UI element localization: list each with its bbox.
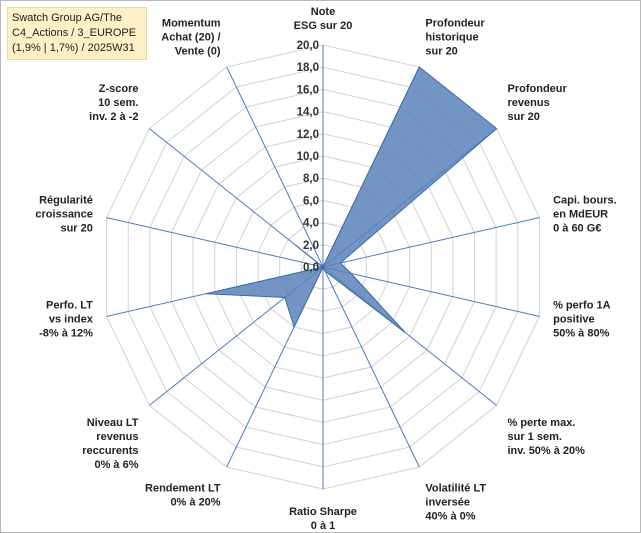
axis-label-line: sur 20 — [425, 45, 457, 57]
series-area — [205, 66, 498, 334]
tick-label: 10,0 — [297, 151, 319, 163]
axis-label: Volatilité LT inversée 40% à 0% — [425, 483, 486, 523]
axis-label-line: 0% à 20% — [170, 497, 220, 509]
axis-label-line: Z-score — [99, 83, 139, 95]
tick-label: 16,0 — [297, 84, 319, 96]
axis-label-line: Achat (20) / — [161, 31, 220, 43]
axis-spoke — [149, 128, 324, 268]
axis-label-line: Rendement LT — [145, 483, 221, 495]
title-line-2: C4_Actions / 3_EUROPE — [12, 27, 137, 39]
axis-label-line: croissance — [35, 209, 92, 221]
axis-label-line: Niveau LT — [87, 417, 139, 429]
axis-label-line: Volatilité LT — [425, 483, 486, 495]
axis-label-line: Vente (0) — [175, 45, 221, 57]
radar-ticks: 0,0 2,0 4,0 6,0 8,0 10,0 12,0 14,0 16,0 18,0 20,0 — [297, 40, 319, 274]
title-line-3: (1,9% | 1,7%) / 2025W31 — [12, 42, 135, 54]
axis-label-line: -8% à 12% — [39, 328, 93, 340]
axis-label-line: 0% à 6% — [94, 459, 138, 471]
tick-label: 4,0 — [303, 218, 319, 230]
axis-label-line: Régularité — [39, 195, 93, 207]
tick-label: 2,0 — [303, 240, 319, 252]
axis-label-line: reccurents — [82, 445, 138, 457]
axis-label-line: Perfo. LT — [46, 300, 93, 312]
axis-spoke — [322, 217, 540, 268]
axis-label-line: sur 20 — [508, 111, 540, 123]
chart-title-box: Swatch Group AG/The C4_Actions / 3_EUROP… — [7, 7, 147, 60]
axis-label-line: sur 20 — [60, 223, 92, 235]
axis-label: Capi. bours. en MdEUR 0 à 60 G€ — [553, 195, 617, 235]
axis-label: Régularité croissance sur 20 — [35, 195, 92, 235]
axis-label-line: revenus — [96, 431, 138, 443]
radar-axis-labels: Note ESG sur 20 Profondeur historique sur 20… — [35, 6, 616, 532]
axis-label-line: 10 sem. — [98, 97, 138, 109]
axis-label: Z-score 10 sem. inv. 2 à -2 — [89, 83, 138, 123]
axis-label-line: 50% à 80% — [553, 328, 609, 340]
axis-label: Profondeur revenus sur 20 — [508, 83, 568, 123]
axis-label: % perte max. sur 1 sem. inv. 50% à 20% — [508, 417, 586, 457]
tick-label: 12,0 — [297, 129, 319, 141]
axis-label-line: inversée — [425, 497, 470, 509]
axis-label-line: % perfo 1A — [553, 300, 611, 312]
axis-label-line: ESG sur 20 — [294, 20, 353, 32]
tick-label: 18,0 — [297, 62, 319, 74]
title-line-1: Swatch Group AG/The — [12, 12, 123, 24]
axis-label-line: inv. 50% à 20% — [508, 445, 586, 457]
axis-spoke — [106, 217, 324, 268]
tick-label: 0,0 — [303, 262, 319, 274]
axis-label-line: Note — [311, 6, 335, 18]
axis-label: Profondeur historique sur 20 — [425, 17, 485, 57]
axis-label: Note ESG sur 20 — [294, 6, 353, 32]
axis-label: Momentum Achat (20) / Vente (0) — [161, 17, 221, 57]
axis-label-line: Profondeur — [425, 17, 485, 29]
axis-label-line: 0 à 1 — [311, 520, 335, 532]
axis-label-line: en MdEUR — [553, 209, 608, 221]
axis-label-line: 0 à 60 G€ — [553, 223, 601, 235]
axis-label-line: Profondeur — [508, 83, 568, 95]
axis-label-line: revenus — [508, 97, 550, 109]
tick-label: 6,0 — [303, 195, 319, 207]
axis-label-line: 40% à 0% — [425, 511, 475, 523]
axis-label-line: Ratio Sharpe — [289, 506, 357, 518]
axis-spoke — [226, 66, 324, 268]
axis-label: % perfo 1A positive 50% à 80% — [553, 300, 611, 340]
axis-label: Ratio Sharpe 0 à 1 — [289, 506, 357, 532]
axis-label: Niveau LT revenus reccurents 0% à 6% — [82, 417, 139, 471]
axis-spoke — [322, 266, 540, 317]
tick-label: 8,0 — [303, 173, 319, 185]
axis-label-line: % perte max. — [508, 417, 576, 429]
radar-series — [205, 66, 498, 334]
axis-label-line: vs index — [49, 314, 94, 326]
tick-label: 20,0 — [297, 40, 319, 52]
axis-label: Rendement LT 0% à 20% — [145, 483, 221, 509]
axis-label-line: Capi. bours. — [553, 195, 617, 207]
axis-label-line: Momentum — [162, 17, 221, 29]
axis-label-line: positive — [553, 314, 595, 326]
axis-label-line: sur 1 sem. — [508, 431, 562, 443]
axis-label: Perfo. LT vs index -8% à 12% — [39, 300, 94, 340]
axis-label-line: inv. 2 à -2 — [89, 111, 138, 123]
tick-label: 14,0 — [297, 107, 319, 119]
axis-spoke — [322, 266, 420, 468]
axis-label-line: historique — [425, 31, 478, 43]
